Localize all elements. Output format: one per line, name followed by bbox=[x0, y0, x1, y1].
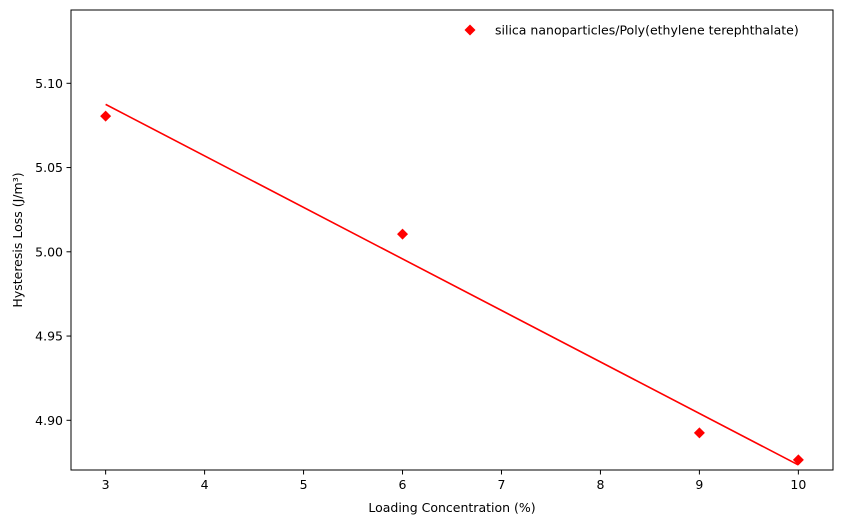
y-tick-label: 5.00 bbox=[35, 244, 63, 259]
x-tick-label: 10 bbox=[790, 477, 806, 492]
legend-entry-label: silica nanoparticles/Poly(ethylene terep… bbox=[495, 23, 799, 38]
data-point bbox=[693, 427, 705, 439]
fit-line bbox=[105, 103, 799, 466]
x-tick-label: 3 bbox=[102, 477, 110, 492]
x-tick-label: 4 bbox=[201, 477, 209, 492]
y-tick-label: 5.10 bbox=[35, 76, 63, 91]
x-tick-label: 7 bbox=[498, 477, 506, 492]
data-point bbox=[397, 228, 409, 240]
y-tick-label: 4.95 bbox=[35, 329, 63, 344]
plot-area bbox=[70, 9, 834, 471]
x-axis-label: Loading Concentration (%) bbox=[368, 500, 535, 515]
series-layer bbox=[100, 103, 804, 466]
x-tick-label: 5 bbox=[300, 477, 308, 492]
data-point bbox=[792, 454, 804, 466]
legend: silica nanoparticles/Poly(ethylene terep… bbox=[464, 23, 799, 38]
y-axis-ticks: 4.90 4.95 5.00 5.05 5.10 bbox=[35, 76, 71, 428]
data-point bbox=[100, 110, 112, 122]
y-tick-label: 4.90 bbox=[35, 413, 63, 428]
x-tick-label: 6 bbox=[399, 477, 407, 492]
y-axis-label: Hysteresis Loss (J/m³) bbox=[10, 172, 25, 307]
x-tick-label: 9 bbox=[695, 477, 703, 492]
y-tick-label: 5.05 bbox=[35, 160, 63, 175]
x-axis-ticks: 3 4 5 6 7 8 9 10 bbox=[102, 470, 806, 492]
x-tick-label: 8 bbox=[596, 477, 604, 492]
legend-marker-diamond bbox=[464, 24, 476, 36]
